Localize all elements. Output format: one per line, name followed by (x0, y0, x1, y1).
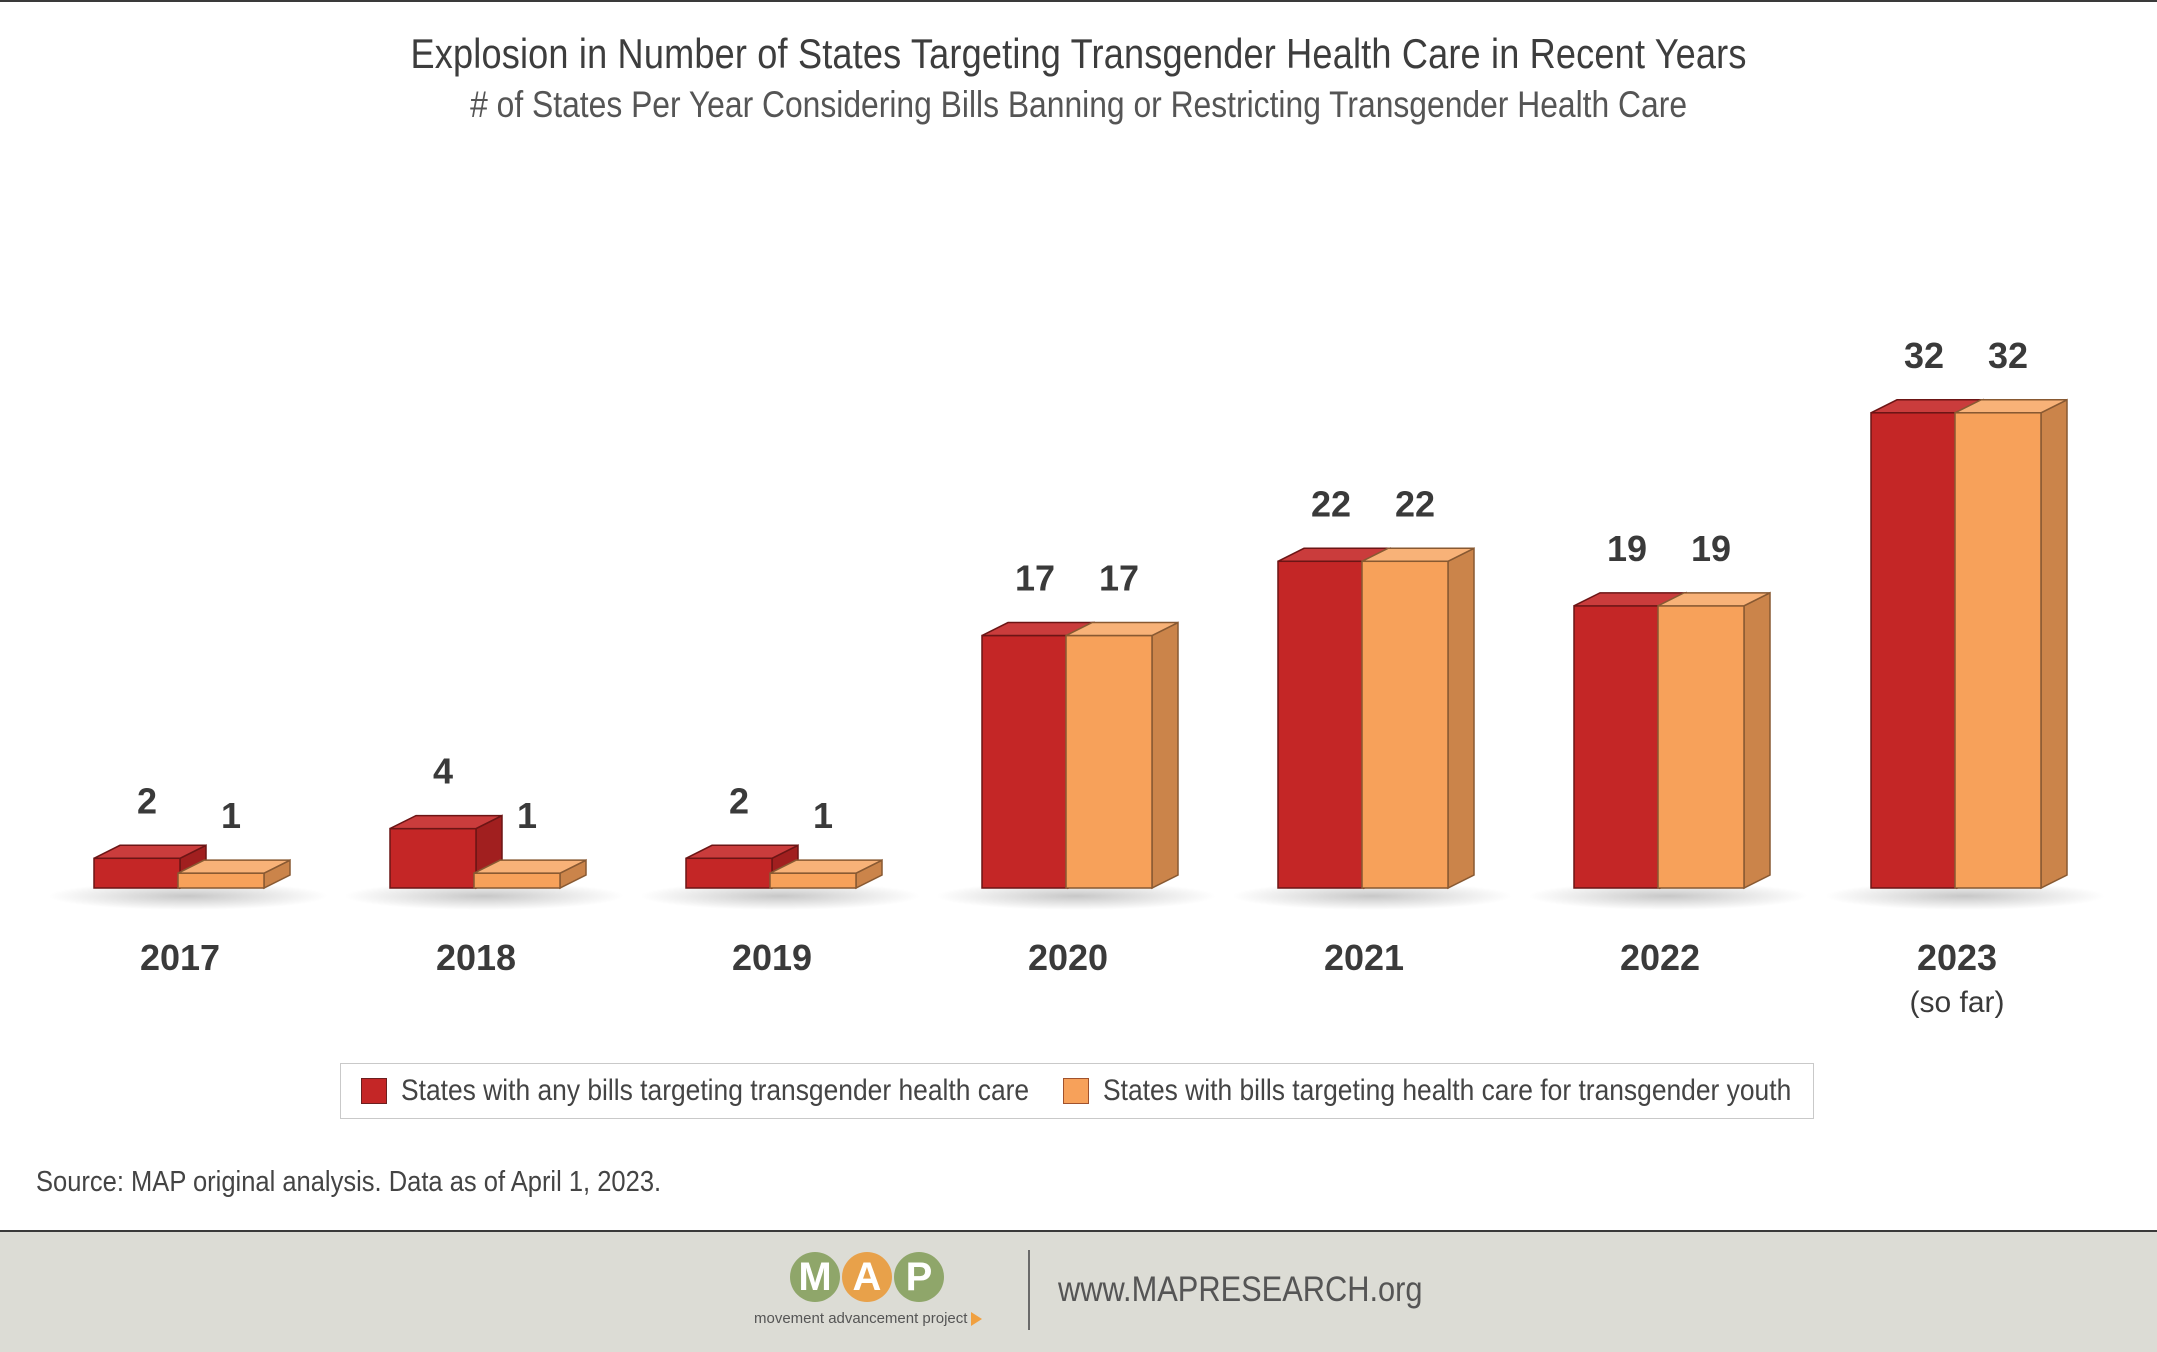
bar-youth-bills-2023 (1954, 412, 2042, 889)
legend-label-youth-bills: States with bills targeting health care … (1103, 1074, 1792, 1107)
x-tick-label-2023: 2023 (1917, 937, 1997, 978)
bar-any-bills-2021 (1277, 560, 1365, 889)
bar-top-youth-bills-2022 (1657, 592, 1771, 607)
data-label-any-bills-2020: 17 (1015, 558, 1055, 599)
bar-shadow-2017 (48, 882, 328, 910)
source-note: Source: MAP original analysis. Data as o… (36, 1166, 662, 1198)
footer-divider (1028, 1250, 1030, 1330)
data-label-youth-bills-2023: 32 (1988, 335, 2028, 376)
data-label-any-bills-2018: 4 (433, 751, 453, 792)
legend-item-youth-bills: States with bills targeting health care … (1063, 1064, 1885, 1118)
data-label-youth-bills-2017: 1 (221, 795, 241, 836)
x-tick-note-2023: (so far) (1909, 986, 2004, 1019)
data-label-youth-bills-2019: 1 (813, 795, 833, 836)
bar-shadow-2022 (1528, 882, 1808, 910)
legend-label-any-bills: States with any bills targeting transgen… (401, 1074, 1030, 1107)
chart-title: Explosion in Number of States Targeting … (410, 30, 1747, 77)
bar-top-youth-bills-2023 (1954, 399, 2068, 414)
footer: M A P movement advancement project www.M… (0, 1232, 2157, 1352)
bar-top-youth-bills-2018 (473, 859, 587, 874)
bar-shadow-2020 (936, 882, 1216, 910)
logo-tagline-text: movement advancement project (754, 1310, 968, 1327)
data-label-any-bills-2021: 22 (1311, 483, 1351, 524)
legend-item-any-bills: States with any bills targeting transgen… (361, 1064, 1115, 1118)
x-tick-label-2021: 2021 (1324, 937, 1404, 978)
logo-letter-p: P (894, 1252, 944, 1302)
play-arrow-icon (971, 1312, 983, 1327)
x-tick-label-2019: 2019 (732, 937, 812, 978)
bar-any-bills-2017 (93, 857, 181, 889)
bar-top-any-bills-2018 (389, 814, 503, 830)
chart-subtitle: # of States Per Year Considering Bills B… (470, 84, 1688, 125)
bar-youth-bills-2022 (1657, 605, 1745, 889)
data-label-youth-bills-2021: 22 (1395, 483, 1435, 524)
bar-youth-bills-2017 (177, 872, 265, 889)
data-label-any-bills-2017: 2 (137, 780, 157, 821)
legend-swatch-any-bills (361, 1078, 387, 1104)
bar-top-youth-bills-2021 (1361, 547, 1475, 563)
bar-side-youth-bills-2022 (1743, 591, 1771, 890)
website-link[interactable]: www.MAPRESEARCH.org (1058, 1270, 1423, 1309)
data-label-any-bills-2022: 19 (1607, 528, 1647, 569)
x-tick-label-2017: 2017 (140, 937, 220, 978)
bar-any-bills-2020 (981, 634, 1069, 889)
bar-any-bills-2023 (1870, 412, 1958, 889)
bar-top-youth-bills-2017 (177, 859, 291, 874)
map-logo[interactable]: M A P movement advancement project (754, 1252, 994, 1342)
bar-top-youth-bills-2020 (1065, 621, 1179, 637)
x-tick-label-2018: 2018 (436, 937, 516, 978)
bar-top-any-bills-2017 (93, 844, 207, 860)
bar-youth-bills-2021 (1361, 560, 1449, 889)
bar-top-any-bills-2019 (685, 844, 799, 860)
x-tick-label-2022: 2022 (1620, 937, 1700, 978)
bar-side-youth-bills-2021 (1447, 547, 1475, 890)
logo-letter-a: A (842, 1252, 892, 1302)
bar-any-bills-2022 (1573, 605, 1661, 889)
data-label-youth-bills-2018: 1 (517, 795, 537, 836)
logo-letters: M A P (790, 1252, 946, 1302)
x-tick-label-2020: 2020 (1028, 937, 1108, 978)
bar-shadow-2018 (344, 882, 624, 910)
bar-top-youth-bills-2019 (769, 859, 883, 874)
bar-any-bills-2019 (685, 857, 773, 889)
logo-tagline: movement advancement project (754, 1310, 983, 1327)
top-rule (0, 0, 2157, 2)
chart-legend: States with any bills targeting transgen… (340, 1063, 1814, 1119)
bar-side-youth-bills-2020 (1151, 621, 1179, 890)
footer-rule (0, 1230, 2157, 1232)
legend-swatch-youth-bills (1063, 1078, 1089, 1104)
data-label-any-bills-2023: 32 (1904, 335, 1944, 376)
bar-side-youth-bills-2023 (2040, 398, 2068, 890)
bar-shadow-2023 (1825, 882, 2105, 910)
bar-youth-bills-2018 (473, 872, 561, 889)
bar-youth-bills-2019 (769, 872, 857, 889)
data-label-youth-bills-2022: 19 (1691, 528, 1731, 569)
bar-any-bills-2018 (389, 827, 477, 889)
data-label-any-bills-2019: 2 (729, 780, 749, 821)
bar-youth-bills-2020 (1065, 634, 1153, 889)
bar-shadow-2019 (640, 882, 920, 910)
logo-letter-m: M (790, 1252, 840, 1302)
bar-shadow-2021 (1232, 882, 1512, 910)
data-label-youth-bills-2020: 17 (1099, 558, 1139, 599)
bar-chart: 2 1 2017 4 1 2018 2 1 2019 17 17 2020 22 22 2021 19 19 20… (48, 335, 2105, 1019)
